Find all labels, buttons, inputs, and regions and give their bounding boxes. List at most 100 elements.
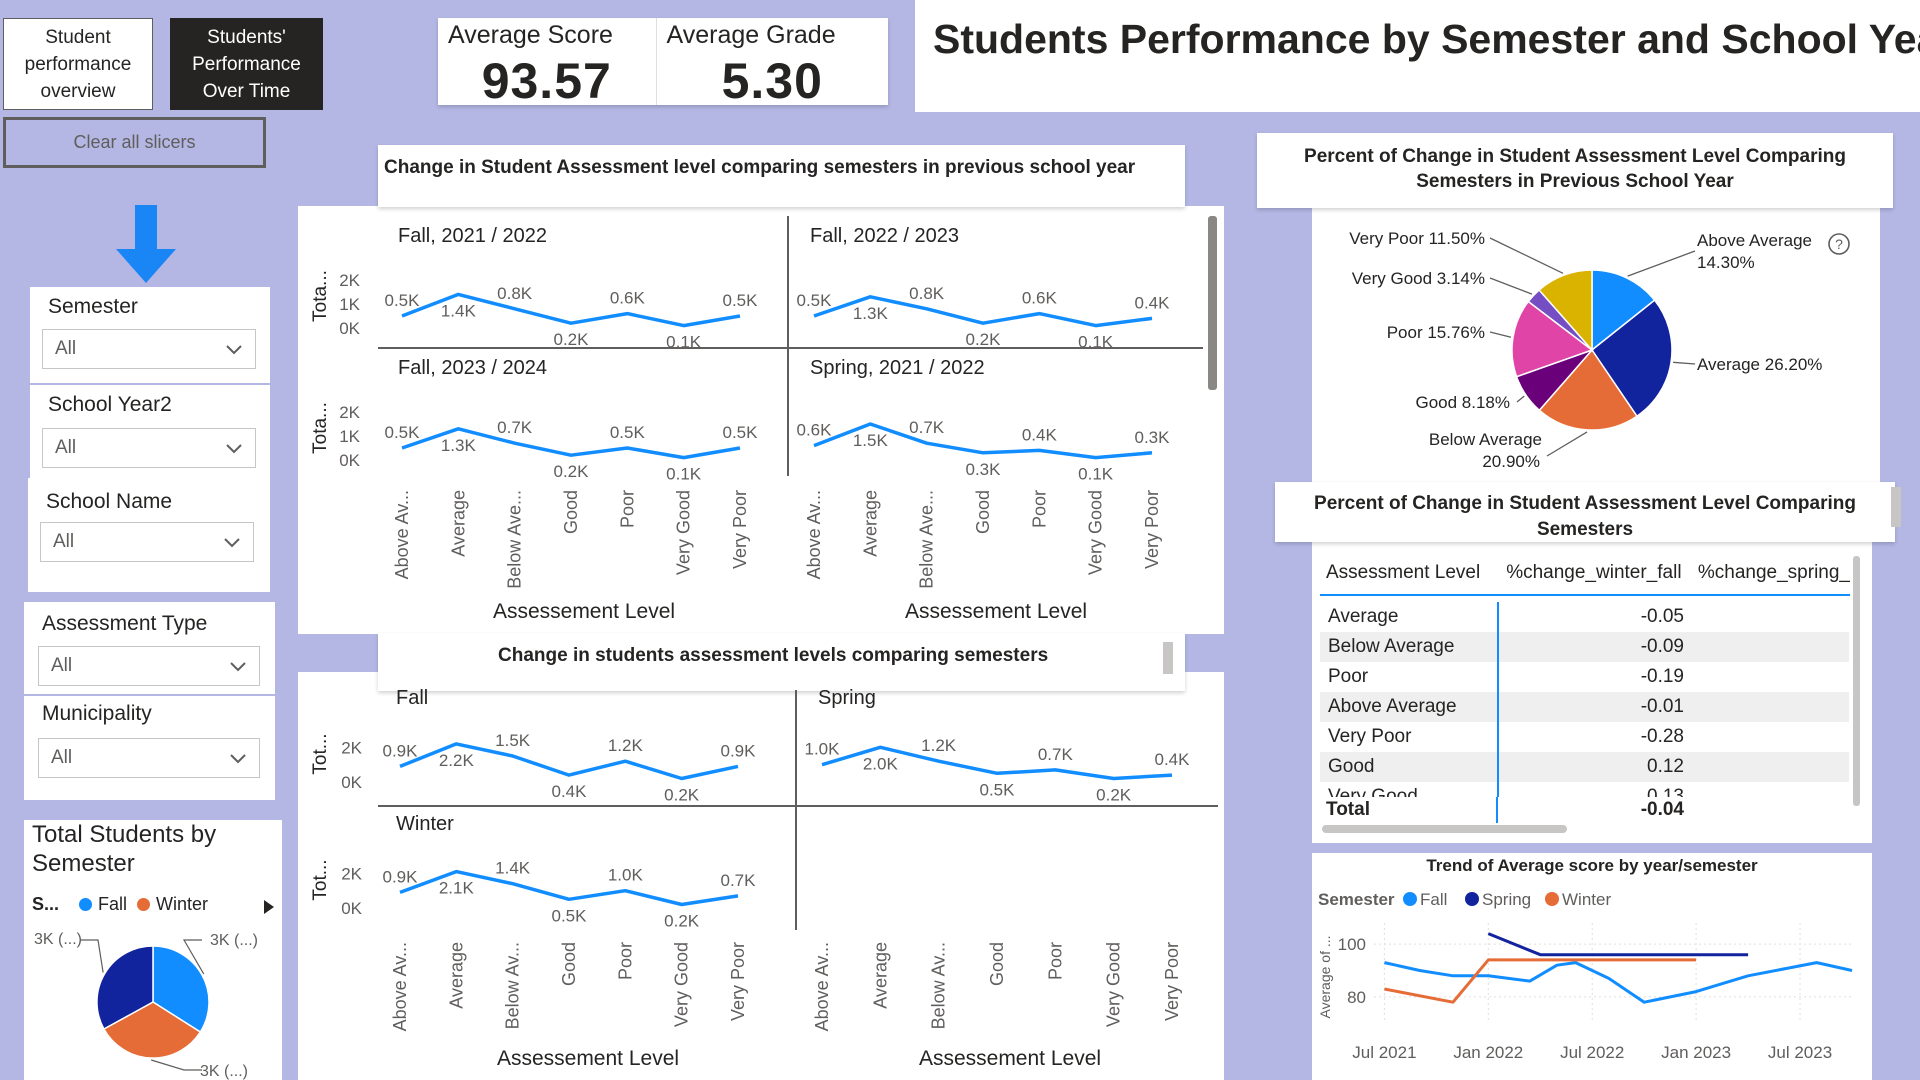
x-tick-label: Very Good <box>1086 490 1106 575</box>
pie-slice-poor <box>1511 300 1594 378</box>
school-year-dropdown[interactable]: All <box>42 428 256 468</box>
total-students-pie-svg: 3K (...) 3K (...) 3K (...) <box>34 931 258 1080</box>
y-tick-label: 0K <box>341 773 362 792</box>
matrix-vscrollbar[interactable] <box>1853 556 1860 806</box>
x-tick-label: Jan 2023 <box>1661 1043 1731 1062</box>
table-row[interactable]: Above Average -0.01 <box>1320 692 1849 722</box>
data-label: 0.3K <box>966 460 1002 479</box>
data-label-pct: 14.30% <box>1697 253 1755 272</box>
matrix-col-level[interactable]: Assessment Level <box>1326 562 1481 583</box>
y-tick-label: 1K <box>339 427 360 446</box>
nav-overtime-button[interactable]: Students' Performance Over Time <box>170 18 323 110</box>
matrix-title-scrollbar[interactable] <box>1891 487 1901 527</box>
panel-name-label: Fall, 2022 / 2023 <box>810 225 959 247</box>
municipality-dropdown[interactable]: All <box>38 738 260 778</box>
kpi-value: 93.57 <box>481 53 612 109</box>
leader-line <box>1489 277 1533 295</box>
semester-dropdown[interactable]: All <box>42 329 256 369</box>
legend-dot <box>1465 892 1479 906</box>
x-tick-label: Below Av... <box>503 942 523 1029</box>
matrix-col-spring[interactable]: %change_spring_ <box>1697 562 1850 583</box>
page-title: Students Performance by Semester and Sch… <box>933 16 1920 62</box>
panel1-scrollbar[interactable] <box>1208 216 1217 390</box>
x-axis-title: Assessement Level <box>497 1047 679 1070</box>
chart-title: Total Students by Semester <box>32 821 217 877</box>
matrix-total-row: Total -0.04 <box>1320 797 1850 823</box>
y-tick-label: 2K <box>339 403 360 422</box>
data-label: 2.0K <box>863 754 899 773</box>
x-tick-label: Poor <box>1045 942 1065 980</box>
panel2-title: Change in students assessment levels com… <box>498 645 1049 666</box>
data-label: 0.9K <box>721 741 757 760</box>
data-label: 0.1K <box>1078 333 1114 352</box>
x-tick-label: Poor <box>1029 490 1049 528</box>
y-axis-title: Average of ... <box>1317 935 1333 1018</box>
slicer-school-year: School Year2 All <box>30 385 270 481</box>
data-label: 0.7K <box>497 418 533 437</box>
nav-overview-label: Student performance overview <box>24 26 132 102</box>
data-label: 1.3K <box>853 304 889 323</box>
data-label: 0.1K <box>1078 465 1114 484</box>
help-icon[interactable]: ? <box>1827 232 1851 256</box>
panel2-scrollbar[interactable] <box>1163 642 1173 674</box>
y-axis-title: Tot... <box>310 733 331 774</box>
x-tick-label: Below Ave... <box>917 490 937 589</box>
matrix-title: Percent of Change in Student Assessment … <box>1314 493 1856 540</box>
table-row[interactable]: Poor -0.19 <box>1320 662 1849 692</box>
nav-overview-button[interactable]: Student performance overview <box>3 18 153 110</box>
data-label: 1.5K <box>495 731 531 750</box>
legend-label: Fall <box>1420 890 1447 909</box>
table-row[interactable]: Very Poor -0.28 <box>1320 722 1849 752</box>
data-label: 1.5K <box>853 431 889 450</box>
series-line <box>401 427 741 460</box>
data-label: 3K (...) <box>210 932 258 949</box>
data-label: 0.2K <box>966 330 1002 349</box>
x-tick-label: Very Poor <box>1162 942 1182 1021</box>
data-label: Poor 15.76% <box>1387 323 1485 342</box>
school-name-dropdown[interactable]: All <box>40 522 254 562</box>
data-label: 0.6K <box>1022 289 1058 308</box>
slicer-label: Semester <box>48 295 138 318</box>
clear-slicers-button[interactable]: Clear all slicers <box>3 117 266 168</box>
leader-line <box>151 1059 202 1071</box>
chevron-right-icon[interactable] <box>262 898 276 916</box>
data-label: 0.2K <box>554 330 590 349</box>
data-label: 0.9K <box>383 867 419 886</box>
kpi-label: Average Score <box>448 21 613 49</box>
table-row[interactable]: Below Average -0.09 <box>1320 632 1849 662</box>
dropdown-value: All <box>55 437 77 458</box>
x-tick-label: Average <box>446 942 466 1009</box>
matrix-col-winter-fall[interactable]: %change_winter_fall <box>1506 562 1682 583</box>
data-label: 1.4K <box>441 301 477 320</box>
assessment-type-dropdown[interactable]: All <box>38 646 260 686</box>
x-tick-label: Good <box>561 490 581 534</box>
slicer-school-name: School Name All <box>28 478 270 592</box>
data-label: 1.2K <box>921 736 957 755</box>
panel1-chart-card <box>298 206 1224 634</box>
legend-dot-fall <box>79 898 93 911</box>
matrix-hscrollbar[interactable] <box>1322 825 1567 833</box>
x-tick-label: Very Good <box>672 942 692 1027</box>
data-label: 2.1K <box>439 879 475 898</box>
pie-change-title-card: Percent of Change in Student Assessment … <box>1257 133 1893 208</box>
table-row[interactable]: Average -0.05 <box>1320 602 1849 632</box>
cell-level: Average <box>1320 602 1499 632</box>
series-line-spring <box>1487 932 1749 957</box>
x-tick-label: Average <box>448 490 468 557</box>
pie-slice-average <box>1590 299 1673 418</box>
data-label: 2.2K <box>439 751 475 770</box>
kpi-average-score: Average Score 93.57 <box>438 18 657 109</box>
data-label: 0.3K <box>1135 428 1171 447</box>
panel-name-label: Winter <box>396 813 454 835</box>
data-label: 0.2K <box>664 912 700 931</box>
data-label: 1.0K <box>805 740 841 759</box>
panel1-chart-svg: Fall, 2021 / 2022 0.5K 1.4K 0.8K 0.2K 0.6K 0.1… <box>310 216 1203 623</box>
x-tick-label: Above Av... <box>804 490 824 579</box>
table-row[interactable]: Good 0.12 <box>1320 752 1849 782</box>
kpi-card-container: Average Score 93.57 Average Grade 5.30 <box>438 18 888 109</box>
slicer-assessment-type: Assessment Type All <box>24 602 275 694</box>
dropdown-value: All <box>51 655 73 676</box>
slicer-municipality: Municipality All <box>24 696 275 800</box>
pie-slice-spring <box>96 945 154 1031</box>
panel1-title: Change in Student Assessment level compa… <box>384 157 1136 178</box>
